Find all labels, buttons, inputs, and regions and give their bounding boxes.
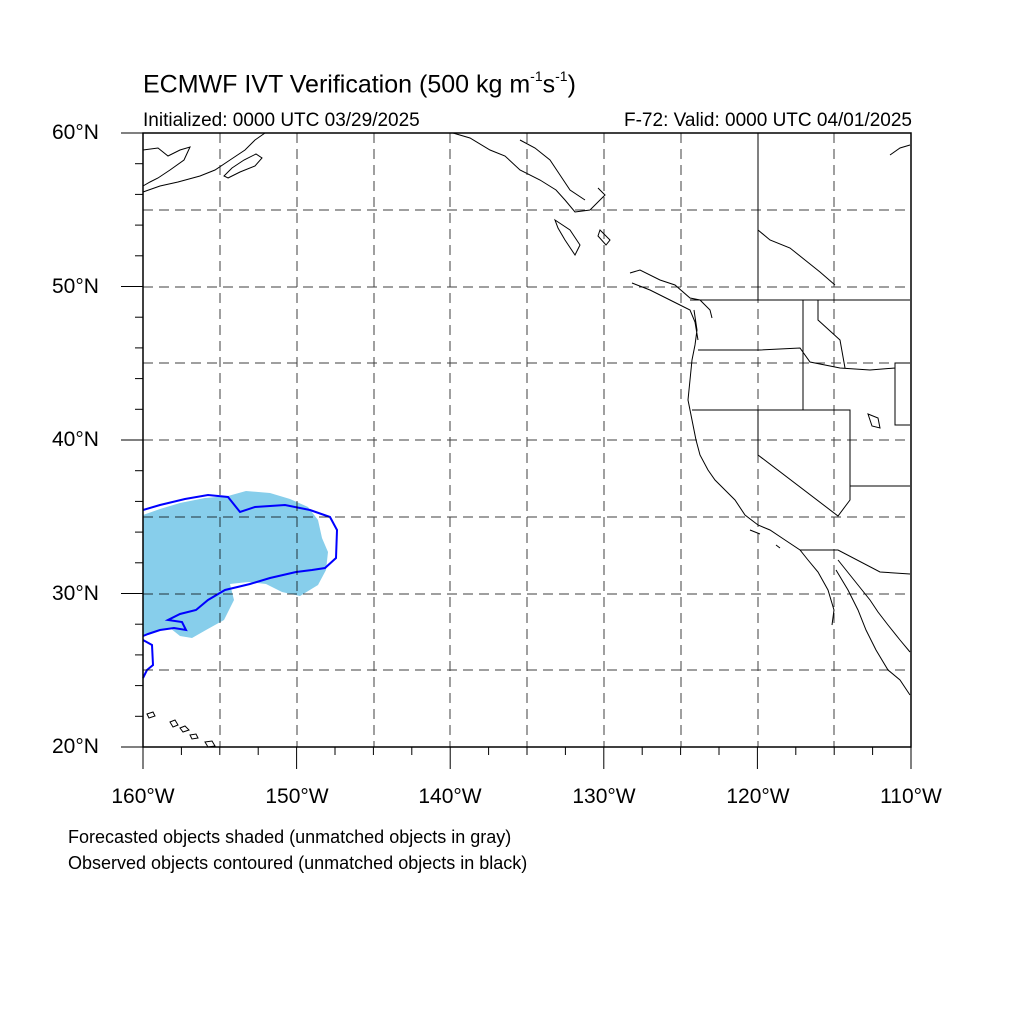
forecast-legend-note: Forecasted objects shaded (unmatched obj… bbox=[68, 827, 512, 847]
lon-label-150w: 150°W bbox=[265, 785, 329, 808]
lon-label-110w: 110°W bbox=[880, 785, 942, 808]
lat-label-60n: 60°N bbox=[52, 121, 99, 144]
north-america-coastline bbox=[629, 229, 911, 696]
lon-label-120w: 120°W bbox=[726, 785, 790, 808]
lon-label-130w: 130°W bbox=[572, 785, 636, 808]
lon-label-160w: 160°W bbox=[111, 785, 175, 808]
alaska-coastline bbox=[142, 132, 911, 256]
forecast-object bbox=[143, 491, 328, 638]
hawaii-islands bbox=[146, 711, 216, 748]
lat-label-50n: 50°N bbox=[52, 275, 99, 298]
axis-ticks bbox=[121, 132, 912, 769]
lat-label-30n: 30°N bbox=[52, 582, 99, 605]
lat-label-40n: 40°N bbox=[52, 428, 99, 451]
observed-object-contour-south bbox=[142, 639, 155, 679]
initialized-time: Initialized: 0000 UTC 03/29/2025 bbox=[143, 110, 420, 131]
lat-label-20n: 20°N bbox=[52, 735, 99, 758]
observed-object-contour bbox=[142, 493, 339, 637]
state-borders bbox=[690, 133, 911, 575]
graticule bbox=[143, 133, 911, 747]
map-title: ECMWF IVT Verification (500 kg m-1s-1) bbox=[143, 68, 576, 99]
valid-time: F-72: Valid: 0000 UTC 04/01/2025 bbox=[624, 110, 912, 131]
observed-legend-note: Observed objects contoured (unmatched ob… bbox=[68, 853, 528, 873]
lon-label-140w: 140°W bbox=[418, 785, 482, 808]
